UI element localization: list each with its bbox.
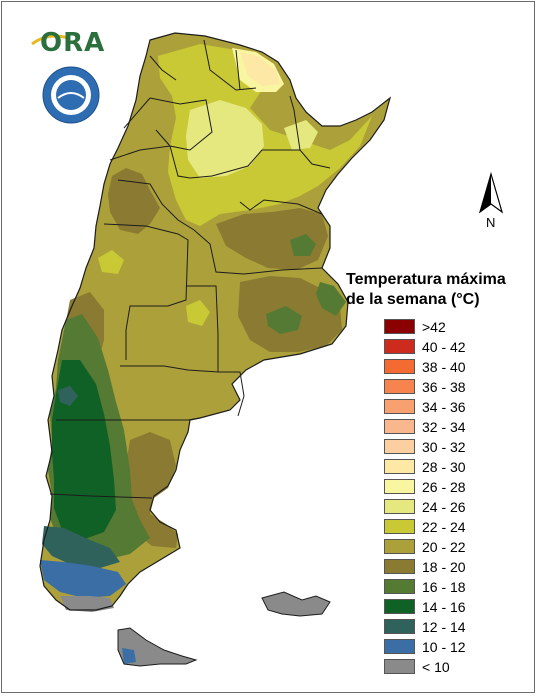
legend-swatch (384, 399, 415, 414)
tierra-del-fuego-blue (122, 648, 136, 664)
legend-swatch (384, 659, 415, 674)
north-label: N (486, 215, 496, 230)
legend-swatch (384, 539, 415, 554)
region-16-18-coast (316, 282, 346, 316)
region-24-26-north (186, 100, 264, 178)
region-22-24-north (158, 44, 372, 226)
legend-label: 38 - 40 (422, 359, 466, 375)
legend-swatch (384, 359, 415, 374)
ora-logo: ORA (40, 28, 106, 58)
legend-label: 18 - 20 (422, 559, 466, 575)
legend-label: < 10 (422, 659, 450, 675)
legend-swatch (384, 639, 415, 654)
region-12-14-lake (58, 386, 78, 406)
region-28-30-top (240, 52, 280, 86)
legend-swatch (384, 419, 415, 434)
region-16-18-east-b (266, 306, 302, 334)
legend-label: 24 - 26 (422, 499, 466, 515)
legend-swatch (384, 499, 415, 514)
legend-swatch (384, 319, 415, 334)
legend-swatch (384, 459, 415, 474)
legend-label: 32 - 34 (422, 419, 466, 435)
north-arrow-icon (478, 172, 504, 214)
malvinas-islands (262, 592, 330, 616)
legend-title-line1: Temperatura máxima (346, 271, 506, 288)
legend-swatch (384, 619, 415, 634)
region-18-20-west (108, 168, 160, 234)
legend-title-line2: de la semana (°C) (346, 291, 480, 308)
legend-swatch (384, 339, 415, 354)
region-22-24-patch-b (186, 300, 210, 326)
country-outline (39, 32, 392, 611)
legend-label: 12 - 14 (422, 619, 466, 635)
tierra-del-fuego (118, 628, 196, 666)
region-24-26-northeast (284, 120, 318, 150)
legend-label: 20 - 22 (422, 539, 466, 555)
legend-label: 40 - 42 (422, 339, 466, 355)
legend-label: 36 - 38 (422, 379, 466, 395)
legend-swatch (384, 599, 415, 614)
legend-title: Temperatura máxima de la semana (°C) (346, 270, 506, 310)
legend-label: 14 - 16 (422, 599, 466, 615)
region-16-18-east-a (290, 234, 316, 256)
legend-label: 30 - 32 (422, 439, 466, 455)
legend-swatch (384, 379, 415, 394)
region-22-24-patch-a (98, 250, 124, 274)
legend-swatch (384, 579, 415, 594)
legend-swatch (384, 559, 415, 574)
legend-label: >42 (422, 319, 446, 335)
region-below10-south (60, 596, 114, 612)
legend-label: 26 - 28 (422, 479, 466, 495)
legend-label: 22 - 24 (422, 519, 466, 535)
malvinas-outline (261, 591, 331, 617)
logo-swoosh-icon (31, 34, 69, 46)
legend-swatch (384, 439, 415, 454)
legend-swatch (384, 479, 415, 494)
institution-seal-icon (42, 66, 100, 124)
legend-label: 10 - 12 (422, 639, 466, 655)
legend-label: 16 - 18 (422, 579, 466, 595)
legend-swatch (384, 519, 415, 534)
tierra-del-fuego-outline (117, 627, 198, 667)
legend-label: 28 - 30 (422, 459, 466, 475)
legend-label: 34 - 36 (422, 399, 466, 415)
region-10-12-south (40, 560, 126, 598)
region-12-14-south (42, 526, 120, 568)
